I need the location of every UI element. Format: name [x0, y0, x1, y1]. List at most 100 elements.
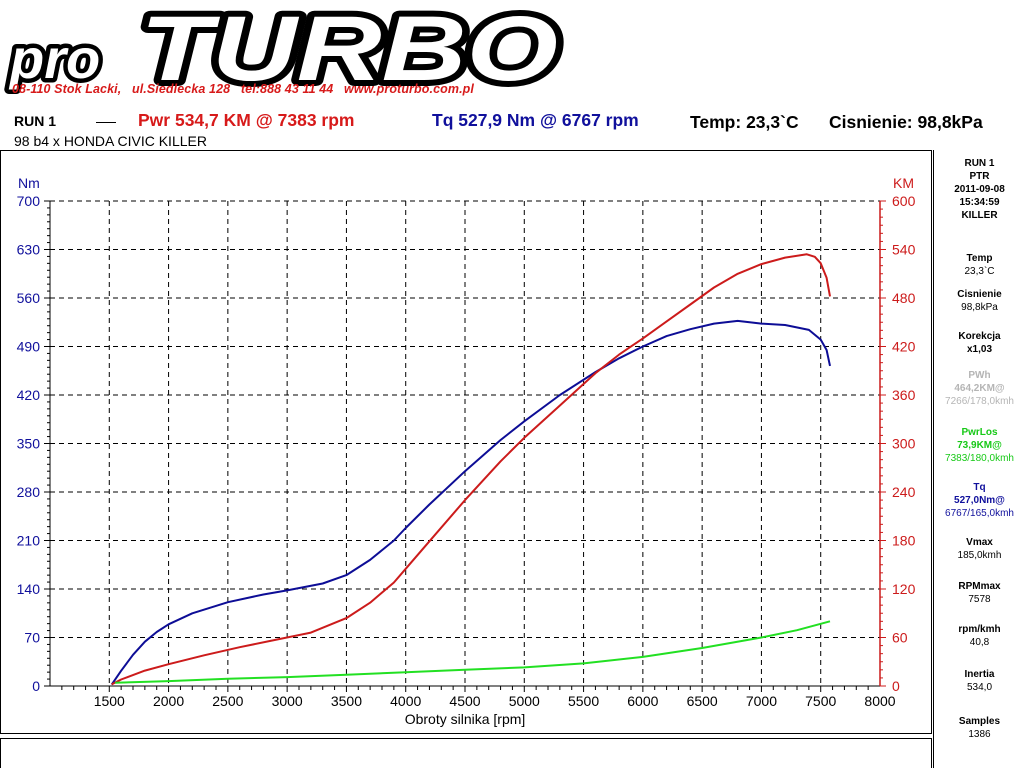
run-info-temp: Temp 23,3`C: [934, 252, 1024, 278]
run-info-pressure: Cisnienie 98,8kPa: [934, 288, 1024, 314]
x-tick-label: 8000: [864, 693, 895, 709]
run-info-pwrlos-value: 73,9KM@: [957, 440, 1002, 451]
bottom-status-bar: [0, 738, 932, 768]
contact-street: ul.Siedlecka 128: [131, 82, 231, 96]
x-tick-label: 6500: [687, 693, 718, 709]
run-info-samples-value: 1386: [968, 729, 991, 740]
x-axis-label: Obroty silnika [rpm]: [405, 711, 526, 727]
x-tick-label: 4500: [449, 693, 480, 709]
logo-pro-fill: pro: [8, 27, 100, 90]
run-info-correction: Korekcja x1,03: [934, 330, 1024, 356]
run-info-pwh-value: 464,2KM@: [954, 383, 1005, 394]
run-info-pressure-value: 98,8kPa: [961, 302, 998, 313]
peak-power-text: Pwr 534,7 KM @ 7383 rpm: [138, 110, 355, 130]
y-right-tick-label: 60: [892, 630, 908, 646]
y-left-tick-label: 420: [17, 387, 41, 403]
peak-torque-text: Tq 527,9 Nm @ 6767 rpm: [432, 110, 639, 130]
x-tick-label: 3000: [272, 693, 303, 709]
y-left-tick-label: 490: [17, 339, 41, 355]
x-tick-label: 4000: [390, 693, 421, 709]
run-info-inertia: Inertia 534,0: [934, 668, 1024, 694]
temperature-text: Temp: 23,3`C: [690, 112, 799, 132]
run-info-rpmkmh-label: rpm/kmh: [958, 624, 1001, 635]
run-info-pwrlos: PwrLos 73,9KM@ 7383/180,0kmh: [934, 426, 1024, 465]
y-left-tick-label: 560: [17, 290, 41, 306]
contact-website: www.proturbo.com.pl: [344, 82, 474, 96]
run-info-torque-detail: 6767/165,0kmh: [945, 508, 1014, 519]
y-left-axis-label: Nm: [18, 175, 40, 191]
pressure-text: Cisnienie: 98,8kPa: [829, 112, 983, 132]
run-info-rpmmax-label: RPMmax: [958, 581, 1001, 592]
run-info-temp-label: Temp: [966, 253, 993, 264]
run-info-rpmkmh: rpm/kmh 40,8: [934, 623, 1024, 649]
run-info-torque-value: 527,0Nm@: [954, 495, 1005, 506]
power-loss-curve: [115, 620, 831, 684]
run-info-name: KILLER: [961, 210, 998, 221]
run-info-torque-label: Tq: [973, 482, 986, 493]
x-tick-label: 5500: [568, 693, 599, 709]
chart-frame: [0, 150, 932, 734]
y-right-tick-label: 0: [892, 678, 900, 694]
y-left-tick-label: 350: [17, 436, 41, 452]
run-info-pwh-detail: 7266/178,0kmh: [945, 396, 1014, 407]
run-info-correction-value: x1,03: [966, 344, 993, 355]
y-right-axis-label: KM: [893, 175, 914, 191]
legend-line-sample: [96, 122, 116, 123]
proturbo-logo: pro pro TURBO TURBO: [4, 0, 565, 100]
power-curve: [111, 253, 831, 686]
y-right-tick-label: 180: [892, 533, 916, 549]
run-info-rpmkmh-value: 40,8: [969, 637, 990, 648]
y-left-tick-label: 630: [17, 242, 41, 258]
y-right-tick-label: 540: [892, 242, 916, 258]
run-info-run: RUN 1: [964, 158, 995, 169]
contact-address: 08-110 Stok Lacki,: [12, 82, 122, 96]
y-left-tick-label: 210: [17, 533, 41, 549]
contact-phone: tel:888 43 11 44: [240, 82, 334, 96]
x-tick-label: 1500: [94, 693, 125, 709]
y-right-tick-label: 240: [892, 484, 916, 500]
run-info-samples-label: Samples: [958, 716, 1001, 727]
run-info-header: RUN 1 PTR 2011-09-08 15:34:59 KILLER: [934, 157, 1024, 222]
x-tick-label: 6000: [627, 693, 658, 709]
logo-turbo-outline: TURBO: [140, 0, 558, 100]
x-tick-label: 7500: [805, 693, 836, 709]
run-info-pwh: PWh 464,2KM@ 7266/178,0kmh: [934, 369, 1024, 408]
logo-turbo-text: TURBO TURBO: [134, 0, 564, 100]
run-info-vmax: Vmax 185,0kmh: [934, 536, 1024, 562]
run-info-correction-label: Korekcja: [958, 331, 1001, 342]
x-tick-label: 7000: [746, 693, 777, 709]
y-left-tick-label: 280: [17, 484, 41, 500]
run-info-pressure-label: Cisnienie: [957, 289, 1002, 300]
contact-line: 08-110 Stok Lacki, ul.Siedlecka 128 tel:…: [12, 82, 474, 96]
run-info-time: 15:34:59: [959, 197, 1000, 208]
run-info-temp-value: 23,3`C: [964, 266, 995, 277]
run-info-samples: Samples 1386: [934, 715, 1024, 741]
y-right-tick-label: 420: [892, 339, 916, 355]
y-right-tick-label: 600: [892, 193, 916, 209]
y-right-tick-label: 360: [892, 387, 916, 403]
run-info-rpmmax: RPMmax 7578: [934, 580, 1024, 606]
run-info-torque: Tq 527,0Nm@ 6767/165,0kmh: [934, 481, 1024, 520]
x-tick-label: 2000: [153, 693, 184, 709]
x-tick-label: 3500: [331, 693, 362, 709]
logo-pro-text: pro pro: [4, 23, 105, 95]
run-label: RUN 1: [14, 113, 57, 129]
y-left-tick-label: 140: [17, 581, 41, 597]
y-left-tick-label: 700: [17, 193, 41, 209]
logo-turbo-fill: TURBO: [140, 0, 558, 100]
x-tick-label: 5000: [509, 693, 540, 709]
torque-curve: [110, 319, 831, 686]
run-info-panel: RUN 1 PTR 2011-09-08 15:34:59 KILLER Tem…: [933, 150, 1024, 768]
run-info-pwh-label: PWh: [968, 370, 991, 381]
run-info-inertia-label: Inertia: [964, 669, 995, 680]
run-info-pwrlos-detail: 7383/180,0kmh: [945, 453, 1014, 464]
run-info-pwrlos-label: PwrLos: [961, 427, 998, 438]
y-right-tick-label: 120: [892, 581, 916, 597]
dyno-chart: 0 70 140 210 280 350 420 490 560 630 7000 60 120 180 2…: [17, 175, 916, 727]
logo-pro-outline: pro: [8, 27, 100, 90]
run-info-rpmmax-value: 7578: [968, 594, 991, 605]
y-right-tick-label: 300: [892, 436, 916, 452]
y-left-tick-label: 70: [24, 630, 40, 646]
run-info-ptr: PTR: [969, 171, 990, 182]
run-info-vmax-label: Vmax: [966, 537, 993, 548]
